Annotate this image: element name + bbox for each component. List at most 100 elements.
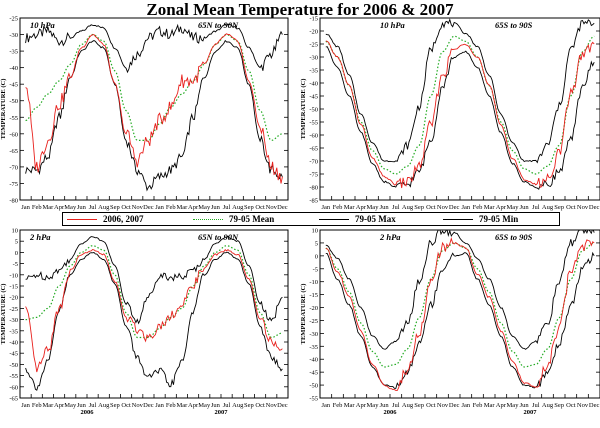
x-tick-label: Nov (132, 204, 144, 211)
panel-4: -55-50-45-40-35-30-25-20-15-10-50510TEMP… (300, 228, 600, 416)
y-tick-label: -30 (309, 55, 318, 62)
y-tick-label: -45 (309, 370, 318, 377)
x-tick-label: Dec (277, 402, 288, 409)
x-tick-label: Mar (484, 204, 496, 211)
panel-region-label: 65N to 90N (198, 20, 239, 30)
legend-item-min: 79-05 Min (443, 213, 555, 225)
y-tick-label: -60 (9, 131, 18, 138)
x-tick-label: Dec (589, 204, 600, 211)
x-tick-label: Sep (414, 204, 424, 211)
series-line-79-05-min (325, 46, 595, 190)
x-tick-label: May (198, 204, 211, 211)
x-tick-label: May (198, 402, 211, 409)
x-tick-label: Jan (321, 402, 330, 409)
x-tick-label: Oct (426, 204, 436, 211)
x-tick-label: Aug (232, 402, 244, 409)
x-tick-label: May (507, 402, 520, 409)
x-tick-label: Jul (223, 204, 231, 211)
y-tick-label: -40 (9, 340, 18, 347)
x-tick-label: Aug (542, 204, 554, 211)
x-tick-label: May (507, 204, 520, 211)
y-tick-label: -45 (9, 351, 18, 358)
x-tick-label: Apr (188, 402, 199, 409)
legend-swatch-2006-2007 (67, 219, 97, 220)
x-tick-label: Sep (110, 204, 120, 211)
panel-region-label: 65S to 90S (495, 232, 533, 242)
y-tick-label: -35 (309, 344, 318, 351)
x-tick-label: Jun (77, 204, 87, 211)
x-tick-label: Jun (211, 402, 221, 409)
y-tick-label: -55 (9, 115, 18, 122)
series-line-79-05-max (325, 230, 595, 350)
x-tick-label: Jan (21, 402, 30, 409)
y-tick-label: 10 (12, 228, 19, 235)
x-tick-label: Aug (402, 204, 414, 211)
x-tick-label: Jun (380, 204, 390, 211)
x-tick-label: Oct (255, 402, 265, 409)
x-tick-label: Jun (520, 204, 530, 211)
y-tick-label: -50 (9, 98, 18, 105)
x-tick-label: Dec (143, 204, 154, 211)
x-year-label: 2007 (524, 409, 538, 416)
x-tick-label: Mar (176, 402, 188, 409)
y-tick-label: 5 (15, 239, 18, 246)
x-tick-label: Jul (89, 402, 97, 409)
x-tick-label: Apr (54, 402, 65, 409)
x-tick-label: Aug (402, 402, 414, 409)
x-tick-label: May (367, 204, 380, 211)
legend-swatch-mean (193, 219, 223, 220)
series-line-79-05-max (325, 18, 595, 164)
x-tick-label: Jan (21, 204, 30, 211)
x-tick-label: Sep (244, 204, 254, 211)
x-tick-label: Jul (532, 402, 540, 409)
x-tick-label: Nov (437, 402, 449, 409)
x-tick-label: Oct (121, 402, 131, 409)
x-tick-label: Nov (437, 204, 449, 211)
y-tick-label: -40 (309, 81, 318, 88)
y-tick-label: -65 (9, 148, 18, 155)
x-tick-label: Feb (473, 204, 483, 211)
x-tick-label: Dec (143, 402, 154, 409)
legend-item-max: 79-05 Max (319, 213, 439, 225)
panel-2: -85 -80 -75 -70 -65 -60 -55 -50 -45 -40 -35 -30 -25 -… (300, 16, 600, 218)
panel-level-label: 10 hPa (30, 20, 56, 30)
y-tick-label: -20 (309, 29, 318, 36)
x-tick-label: Jan (155, 204, 164, 211)
y-tick-label: -45 (309, 94, 318, 101)
x-tick-label: Feb (32, 204, 42, 211)
series-line-79-05-mean (325, 242, 595, 368)
y-tick-label: -50 (309, 383, 318, 390)
y-tick-label: -20 (9, 295, 18, 302)
legend-label: 79-05 Mean (229, 214, 275, 224)
x-tick-label: Jan (461, 402, 470, 409)
x-tick-label: Apr (188, 204, 199, 211)
y-tick-label: -35 (9, 49, 18, 56)
y-tick-label: -70 (309, 159, 318, 166)
y-tick-label: -35 (309, 68, 318, 75)
y-tick-label: -55 (9, 373, 18, 380)
y-tick-label: -10 (9, 272, 18, 279)
legend: 2006, 2007 79-05 Mean 79-05 Max 79-05 Mi… (62, 212, 560, 226)
x-tick-label: Nov (577, 204, 589, 211)
x-tick-label: Sep (110, 402, 120, 409)
series-line-2006-2007 (325, 40, 595, 189)
y-tick-label: -25 (9, 306, 18, 313)
y-tick-label: -80 (309, 185, 318, 192)
legend-label: 79-05 Min (479, 214, 519, 224)
y-tick-label: -30 (9, 32, 18, 39)
legend-item-2006-2007: 2006, 2007 (67, 213, 187, 225)
series-line-2006-2007 (25, 33, 283, 184)
x-tick-label: Mar (42, 402, 54, 409)
y-tick-label: -30 (309, 331, 318, 338)
series-line-79-05-max (25, 23, 283, 74)
x-tick-label: Feb (473, 402, 483, 409)
panel-level-label: 2 hPa (379, 232, 401, 242)
y-tick-label: -55 (309, 396, 318, 403)
y-tick-label: 0 (15, 250, 18, 257)
y-axis-label: TEMPERATURE (C) (300, 284, 307, 345)
x-tick-label: Dec (589, 402, 600, 409)
x-tick-label: Apr (356, 402, 367, 409)
x-tick-label: Oct (566, 204, 576, 211)
y-tick-label: -65 (9, 396, 18, 403)
